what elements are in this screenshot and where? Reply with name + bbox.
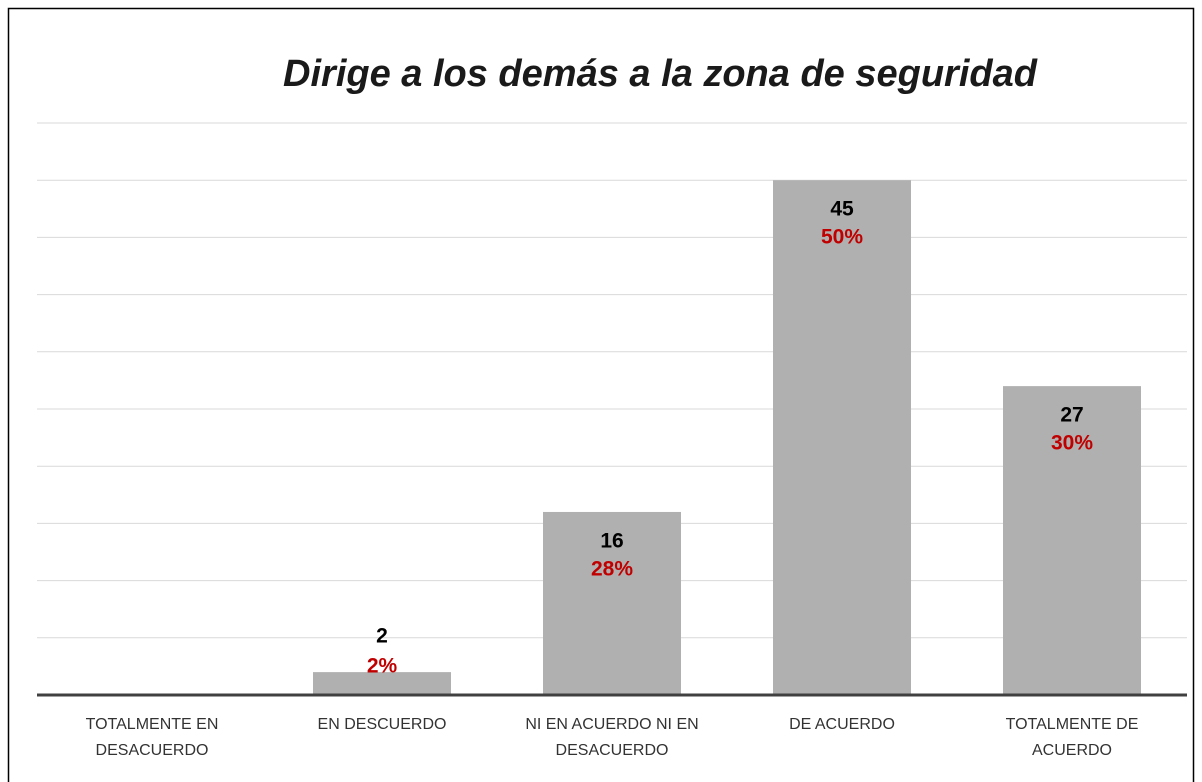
frame <box>7 7 1195 782</box>
percent-label: 28% <box>591 558 633 581</box>
value-label: 27 <box>1060 404 1083 427</box>
value-label: 45 <box>830 198 854 221</box>
x-tick-label: TOTALMENTE EN DESACUERDO <box>85 716 219 759</box>
value-label: 2 <box>376 625 388 648</box>
percent-label: 2% <box>367 655 398 678</box>
x-tick-label: TOTALMENTE DE ACUERDO <box>1005 716 1139 759</box>
bar <box>543 511 681 695</box>
percent-label: 30% <box>1051 432 1093 455</box>
bar <box>773 180 911 695</box>
bar <box>313 672 451 695</box>
x-tick-label: DE ACUERDO <box>789 716 895 733</box>
value-label: 16 <box>600 530 623 553</box>
x-tick-label: EN DESCUERDO <box>317 716 447 733</box>
percent-label: 50% <box>821 226 863 249</box>
x-tick-label: NI EN ACUERDO NI EN DESACUERDO <box>525 716 699 759</box>
bar <box>1003 386 1141 695</box>
chart-title: Dirige a los demás a la zona de segurida… <box>283 53 1038 95</box>
